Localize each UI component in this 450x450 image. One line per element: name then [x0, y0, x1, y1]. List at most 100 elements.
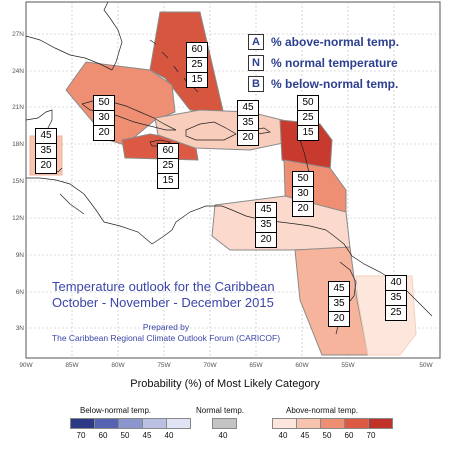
above-ticks: 40 45 50 60 70 — [272, 431, 382, 440]
above-normal-label: Above-normal temp. — [286, 406, 359, 415]
legend-row-normal: N % normal temperature — [248, 53, 438, 73]
colorbar-cell — [70, 418, 95, 429]
colorbar-cell — [166, 418, 191, 429]
above-prob: 60 — [157, 143, 179, 159]
colorbar-cell — [272, 418, 297, 429]
lat-tick: 6N — [16, 289, 25, 296]
normal-prob: 25 — [186, 58, 208, 73]
normal-prob: 35 — [385, 291, 407, 306]
prob-stack-windwards: 50 30 20 — [292, 171, 314, 217]
normal-colorbar — [212, 418, 237, 429]
normal-prob: 35 — [255, 218, 277, 233]
normal-prob: 25 — [297, 111, 319, 126]
legend-row-below: B % below-normal temp. — [248, 74, 438, 94]
prob-stack-bahamas: 60 25 15 — [186, 42, 208, 88]
lon-tick: 80W — [111, 362, 125, 369]
outlook-map: 27N 24N 21N 18N 15N 12N 9N 6N 3N 90W 85W… — [12, 1, 441, 369]
lon-tick: 65W — [249, 362, 263, 369]
title-line-1: Temperature outlook for the Caribbean — [52, 279, 275, 294]
lon-tick: 60W — [295, 362, 309, 369]
normal-prob: 30 — [93, 111, 115, 126]
colorbar-cell — [344, 418, 369, 429]
lon-tick: 85W — [65, 362, 79, 369]
legend-row-above: A % above-normal temp. — [248, 32, 438, 52]
lat-tick: 18N — [12, 141, 24, 148]
colorbar-cell — [142, 418, 167, 429]
legend-key: A — [248, 34, 264, 50]
colorbar-tick: 60 — [344, 431, 354, 440]
normal-prob: 35 — [35, 144, 57, 159]
prob-stack-guyana: 45 35 20 — [328, 281, 350, 327]
colorbar-tick: 40 — [218, 431, 228, 440]
map-title: Temperature outlook for the Caribbean Oc… — [52, 279, 275, 311]
above-prob: 50 — [292, 171, 314, 187]
above-colorbar — [272, 418, 393, 429]
prob-stack-belize: 45 35 20 — [35, 128, 57, 174]
legend-desc: % normal temperature — [271, 56, 398, 70]
below-prob: 20 — [93, 126, 115, 141]
lon-tick: 55W — [341, 362, 355, 369]
below-ticks: 70 60 50 45 40 — [70, 431, 180, 440]
lon-tick: 75W — [157, 362, 171, 369]
below-prob: 20 — [35, 159, 57, 174]
normal-prob: 30 — [292, 187, 314, 202]
prob-stack-jamaica: 60 25 15 — [157, 143, 179, 189]
below-prob: 15 — [186, 73, 208, 88]
colorbar-cell — [296, 418, 321, 429]
below-prob: 20 — [255, 233, 277, 248]
normal-prob: 35 — [328, 297, 350, 312]
prob-stack-suriname: 40 35 25 — [385, 275, 407, 321]
prob-stack-cuba: 50 30 20 — [93, 95, 115, 141]
colorbar-tick: 50 — [322, 431, 332, 440]
prob-stack-hispaniola: 45 35 20 — [237, 100, 259, 146]
colorbar-cell — [94, 418, 119, 429]
lat-tick: 15N — [12, 178, 24, 185]
colorbar-cell — [118, 418, 143, 429]
above-prob: 40 — [385, 275, 407, 291]
colorbar-tick: 40 — [278, 431, 288, 440]
below-prob: 25 — [385, 306, 407, 321]
lat-tick: 21N — [12, 104, 24, 111]
colorbar-tick: 60 — [98, 431, 108, 440]
below-prob: 15 — [297, 126, 319, 141]
normal-label: Normal temp. — [196, 406, 245, 415]
colorbar-title: Probability (%) of Most Likely Category — [130, 378, 320, 390]
normal-prob: 25 — [157, 159, 179, 174]
colorbar-tick: 40 — [164, 431, 174, 440]
below-prob: 15 — [157, 174, 179, 189]
colorbar-tick: 50 — [120, 431, 130, 440]
lat-tick: 12N — [12, 215, 24, 222]
colorbar-cell — [368, 418, 393, 429]
above-prob: 45 — [237, 100, 259, 116]
above-prob: 45 — [328, 281, 350, 297]
lat-tick: 3N — [16, 325, 25, 332]
colorbar-cell — [212, 418, 237, 429]
above-prob: 45 — [255, 202, 277, 218]
above-prob: 50 — [93, 95, 115, 111]
below-prob: 20 — [237, 131, 259, 146]
category-legend: A % above-normal temp. N % normal temper… — [248, 32, 438, 95]
colorbar-tick: 70 — [76, 431, 86, 440]
colorbar-cell — [320, 418, 345, 429]
zone-cuba — [65, 61, 176, 146]
legend-key: B — [248, 76, 264, 92]
below-prob: 20 — [292, 202, 314, 217]
above-prob: 60 — [186, 42, 208, 58]
legend-desc: % below-normal temp. — [271, 77, 399, 91]
normal-ticks: 40 — [212, 431, 234, 440]
lon-tick-labels: 90W 85W 80W 75W 70W 65W 60W 55W 50W — [19, 362, 433, 369]
above-prob: 45 — [35, 128, 57, 144]
lat-tick: 27N — [12, 31, 24, 38]
lat-tick: 9N — [16, 252, 25, 259]
legend-desc: % above-normal temp. — [271, 35, 400, 49]
colorbar-tick: 70 — [366, 431, 376, 440]
prob-stack-abc-islands: 45 35 20 — [255, 202, 277, 248]
prepared-line-1: Prepared by — [142, 322, 190, 332]
colorbar-tick: 45 — [142, 431, 152, 440]
lat-tick: 24N — [12, 68, 24, 75]
lon-tick: 50W — [419, 362, 433, 369]
above-prob: 50 — [297, 95, 319, 111]
below-normal-label: Below-normal temp. — [80, 406, 152, 415]
below-colorbar — [70, 418, 191, 429]
lat-tick-labels: 27N 24N 21N 18N 15N 12N 9N 6N 3N — [12, 31, 24, 332]
